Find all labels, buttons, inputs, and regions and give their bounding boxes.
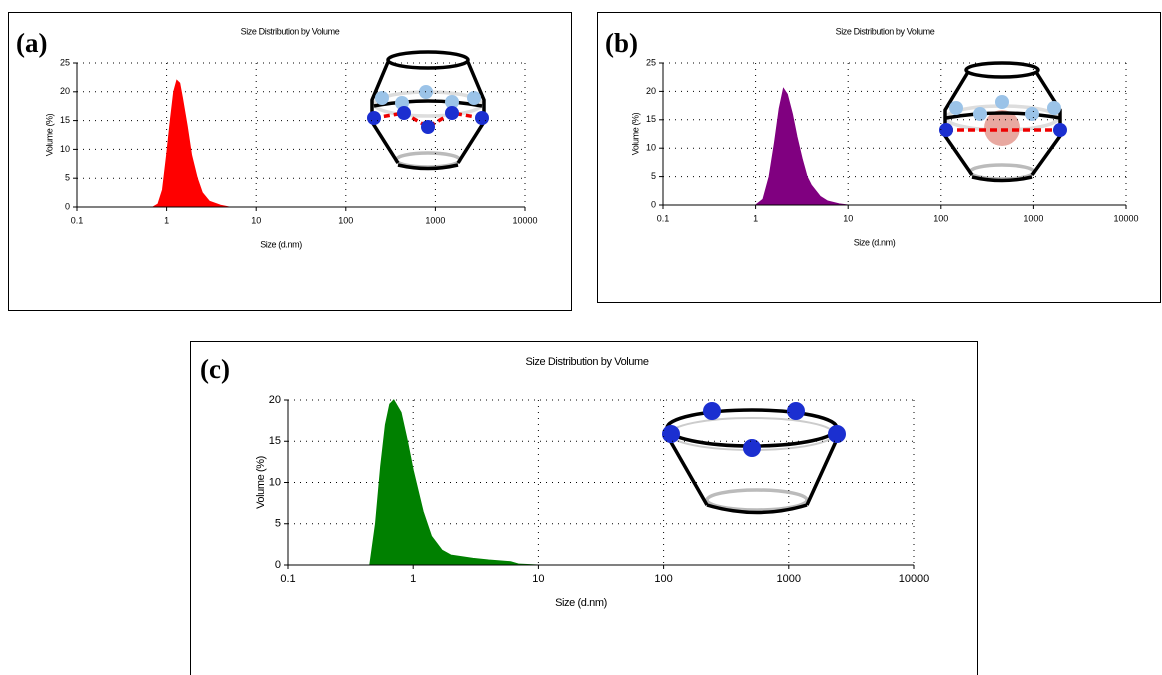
x-axis-label: Size (d.nm) (260, 239, 302, 249)
x-tick-label: 0.1 (657, 213, 670, 223)
y-tick-label: 20 (646, 86, 656, 96)
x-tick-label: 10 (251, 215, 261, 225)
panel-frame (597, 12, 1161, 303)
chart-title: Size Distribution by Volume (241, 26, 340, 36)
y-tick-label: 0 (275, 559, 281, 571)
x-tick-label: 1 (164, 215, 169, 225)
y-tick-label: 20 (269, 394, 281, 406)
x-tick-label: 100 (654, 573, 672, 585)
panel-label: (a) (16, 28, 47, 58)
x-axis-label: Size (d.nm) (854, 237, 896, 247)
x-tick-label: 0.1 (71, 215, 84, 225)
y-tick-label: 15 (60, 115, 70, 125)
y-tick-label: 15 (269, 435, 281, 447)
x-tick-label: 10000 (1113, 213, 1138, 223)
area (754, 87, 1126, 206)
x-tick-label: 1000 (777, 573, 801, 585)
y-tick-label: 10 (646, 143, 656, 153)
y-tick-label: 0 (651, 199, 656, 209)
y-tick-label: 25 (60, 57, 70, 67)
area (369, 399, 914, 566)
y-tick-label: 10 (269, 476, 281, 488)
y-tick-label: 5 (275, 518, 281, 530)
x-tick-label: 1000 (425, 215, 445, 225)
x-tick-label: 1 (753, 213, 758, 223)
y-tick-label: 20 (60, 86, 70, 96)
x-tick-label: 0.1 (280, 573, 295, 585)
panel-label: (c) (200, 354, 230, 384)
x-tick-label: 10 (532, 573, 544, 585)
panel-label: (b) (605, 28, 638, 58)
y-axis-label: Volume (%) (44, 113, 54, 156)
x-tick-label: 100 (933, 213, 948, 223)
illustration (367, 50, 489, 171)
area (150, 79, 525, 208)
panel-frame (190, 341, 978, 675)
x-axis-label: Size (d.nm) (555, 597, 607, 609)
chart-title: Size Distribution by Volume (525, 356, 648, 368)
x-tick-label: 1 (410, 573, 416, 585)
panel-frame (8, 12, 572, 311)
y-tick-label: 5 (65, 173, 70, 183)
y-tick-label: 15 (646, 114, 656, 124)
x-tick-label: 10 (843, 213, 853, 223)
y-axis-label: Volume (%) (255, 456, 267, 509)
x-tick-label: 100 (338, 215, 353, 225)
y-axis-label: Volume (%) (630, 112, 640, 155)
x-tick-label: 1000 (1023, 213, 1043, 223)
chart-title: Size Distribution by Volume (836, 26, 935, 36)
y-tick-label: 10 (60, 144, 70, 154)
x-tick-label: 10000 (512, 215, 537, 225)
illustration (662, 402, 846, 515)
x-tick-label: 10000 (899, 573, 930, 585)
y-tick-label: 25 (646, 57, 656, 67)
y-tick-label: 5 (651, 171, 656, 181)
y-tick-label: 0 (65, 201, 70, 211)
